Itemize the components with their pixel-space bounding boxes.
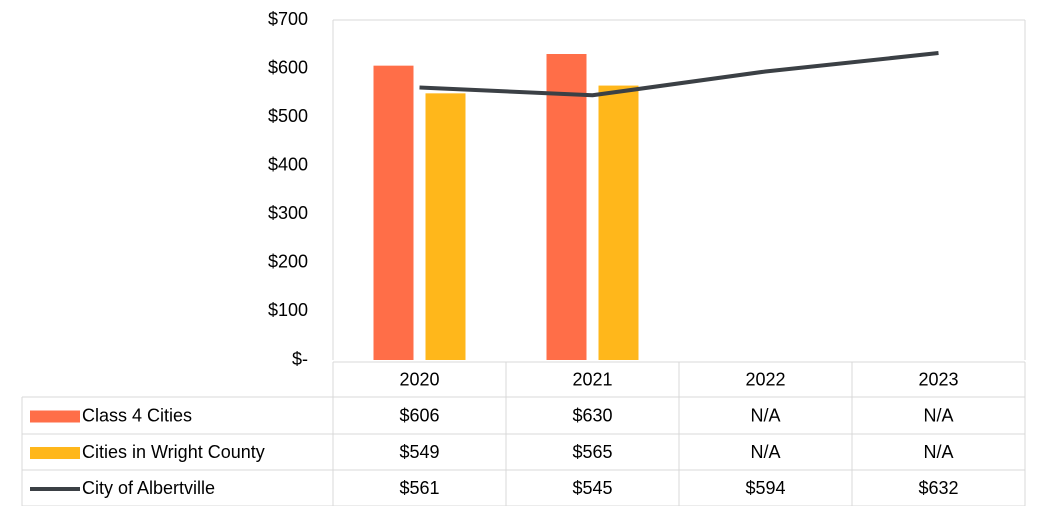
table-value: $561 [399, 478, 439, 498]
table-value: $549 [399, 442, 439, 462]
category-label: 2023 [918, 369, 958, 389]
y-tick-label: $600 [268, 57, 308, 77]
bar [373, 65, 414, 361]
table-value: $630 [572, 405, 612, 425]
y-tick-label: $200 [268, 252, 308, 272]
category-label: 2021 [572, 369, 612, 389]
y-tick-label: $100 [268, 300, 308, 320]
y-tick-label: $700 [268, 9, 308, 29]
y-tick-label: $300 [268, 203, 308, 223]
table-value: N/A [923, 405, 953, 425]
legend-label: City of Albertville [82, 478, 215, 498]
table-value: $632 [918, 478, 958, 498]
table-value: $594 [745, 478, 785, 498]
table-value: N/A [923, 442, 953, 462]
table-value: N/A [750, 442, 780, 462]
y-tick-label: $400 [268, 154, 308, 174]
table-value: $545 [572, 478, 612, 498]
y-tick-label: $500 [268, 106, 308, 126]
bar [425, 93, 466, 360]
table-value: $565 [572, 442, 612, 462]
y-tick-label: $- [292, 349, 308, 369]
table-value: N/A [750, 405, 780, 425]
category-label: 2022 [745, 369, 785, 389]
line-series [419, 51, 939, 98]
legend-key [30, 447, 80, 459]
legend-label: Cities in Wright County [82, 442, 265, 462]
bar [546, 54, 587, 360]
table-value: $606 [399, 405, 439, 425]
legend-label: Class 4 Cities [82, 405, 192, 425]
legend-key [30, 410, 80, 423]
category-label: 2020 [399, 369, 439, 389]
bar [598, 85, 639, 361]
